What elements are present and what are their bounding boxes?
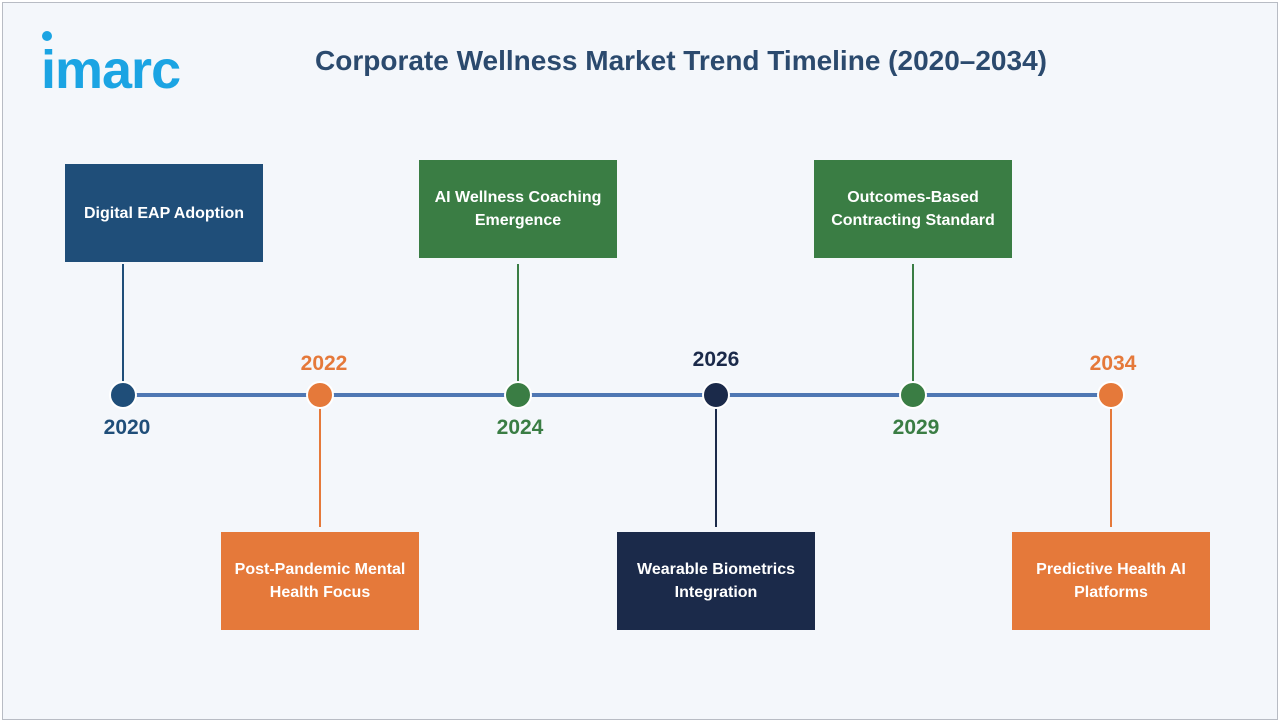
year-label-2024: 2024 [496, 416, 544, 439]
milestone-box-2026: Wearable Biometrics Integration [617, 532, 815, 630]
milestone-box-2029: Outcomes-Based Contracting Standard [814, 160, 1012, 258]
year-label-2026: 2026 [692, 348, 740, 371]
milestone-dot-2020 [109, 381, 137, 409]
milestone-box-2034: Predictive Health AI Platforms [1012, 532, 1210, 630]
year-label-2029: 2029 [892, 416, 940, 439]
milestone-dot-2026 [702, 381, 730, 409]
milestone-dot-2029 [899, 381, 927, 409]
milestone-dot-2024 [504, 381, 532, 409]
logo-text: imarc [41, 40, 181, 100]
milestone-box-2022: Post-Pandemic Mental Health Focus [221, 532, 419, 630]
imarc-logo: imarc [21, 17, 206, 97]
logo-dot-icon [42, 31, 52, 41]
diagram-title: Corporate Wellness Market Trend Timeline… [315, 45, 1047, 76]
timeline-graphic [109, 264, 1125, 527]
year-label-2020: 2020 [103, 416, 151, 439]
milestone-dot-2034 [1097, 381, 1125, 409]
milestone-dot-2022 [306, 381, 334, 409]
year-label-2034: 2034 [1089, 352, 1137, 375]
milestone-box-2024: AI Wellness Coaching Emergence [419, 160, 617, 258]
milestone-box-2020: Digital EAP Adoption [65, 164, 263, 262]
year-label-2022: 2022 [300, 352, 348, 375]
